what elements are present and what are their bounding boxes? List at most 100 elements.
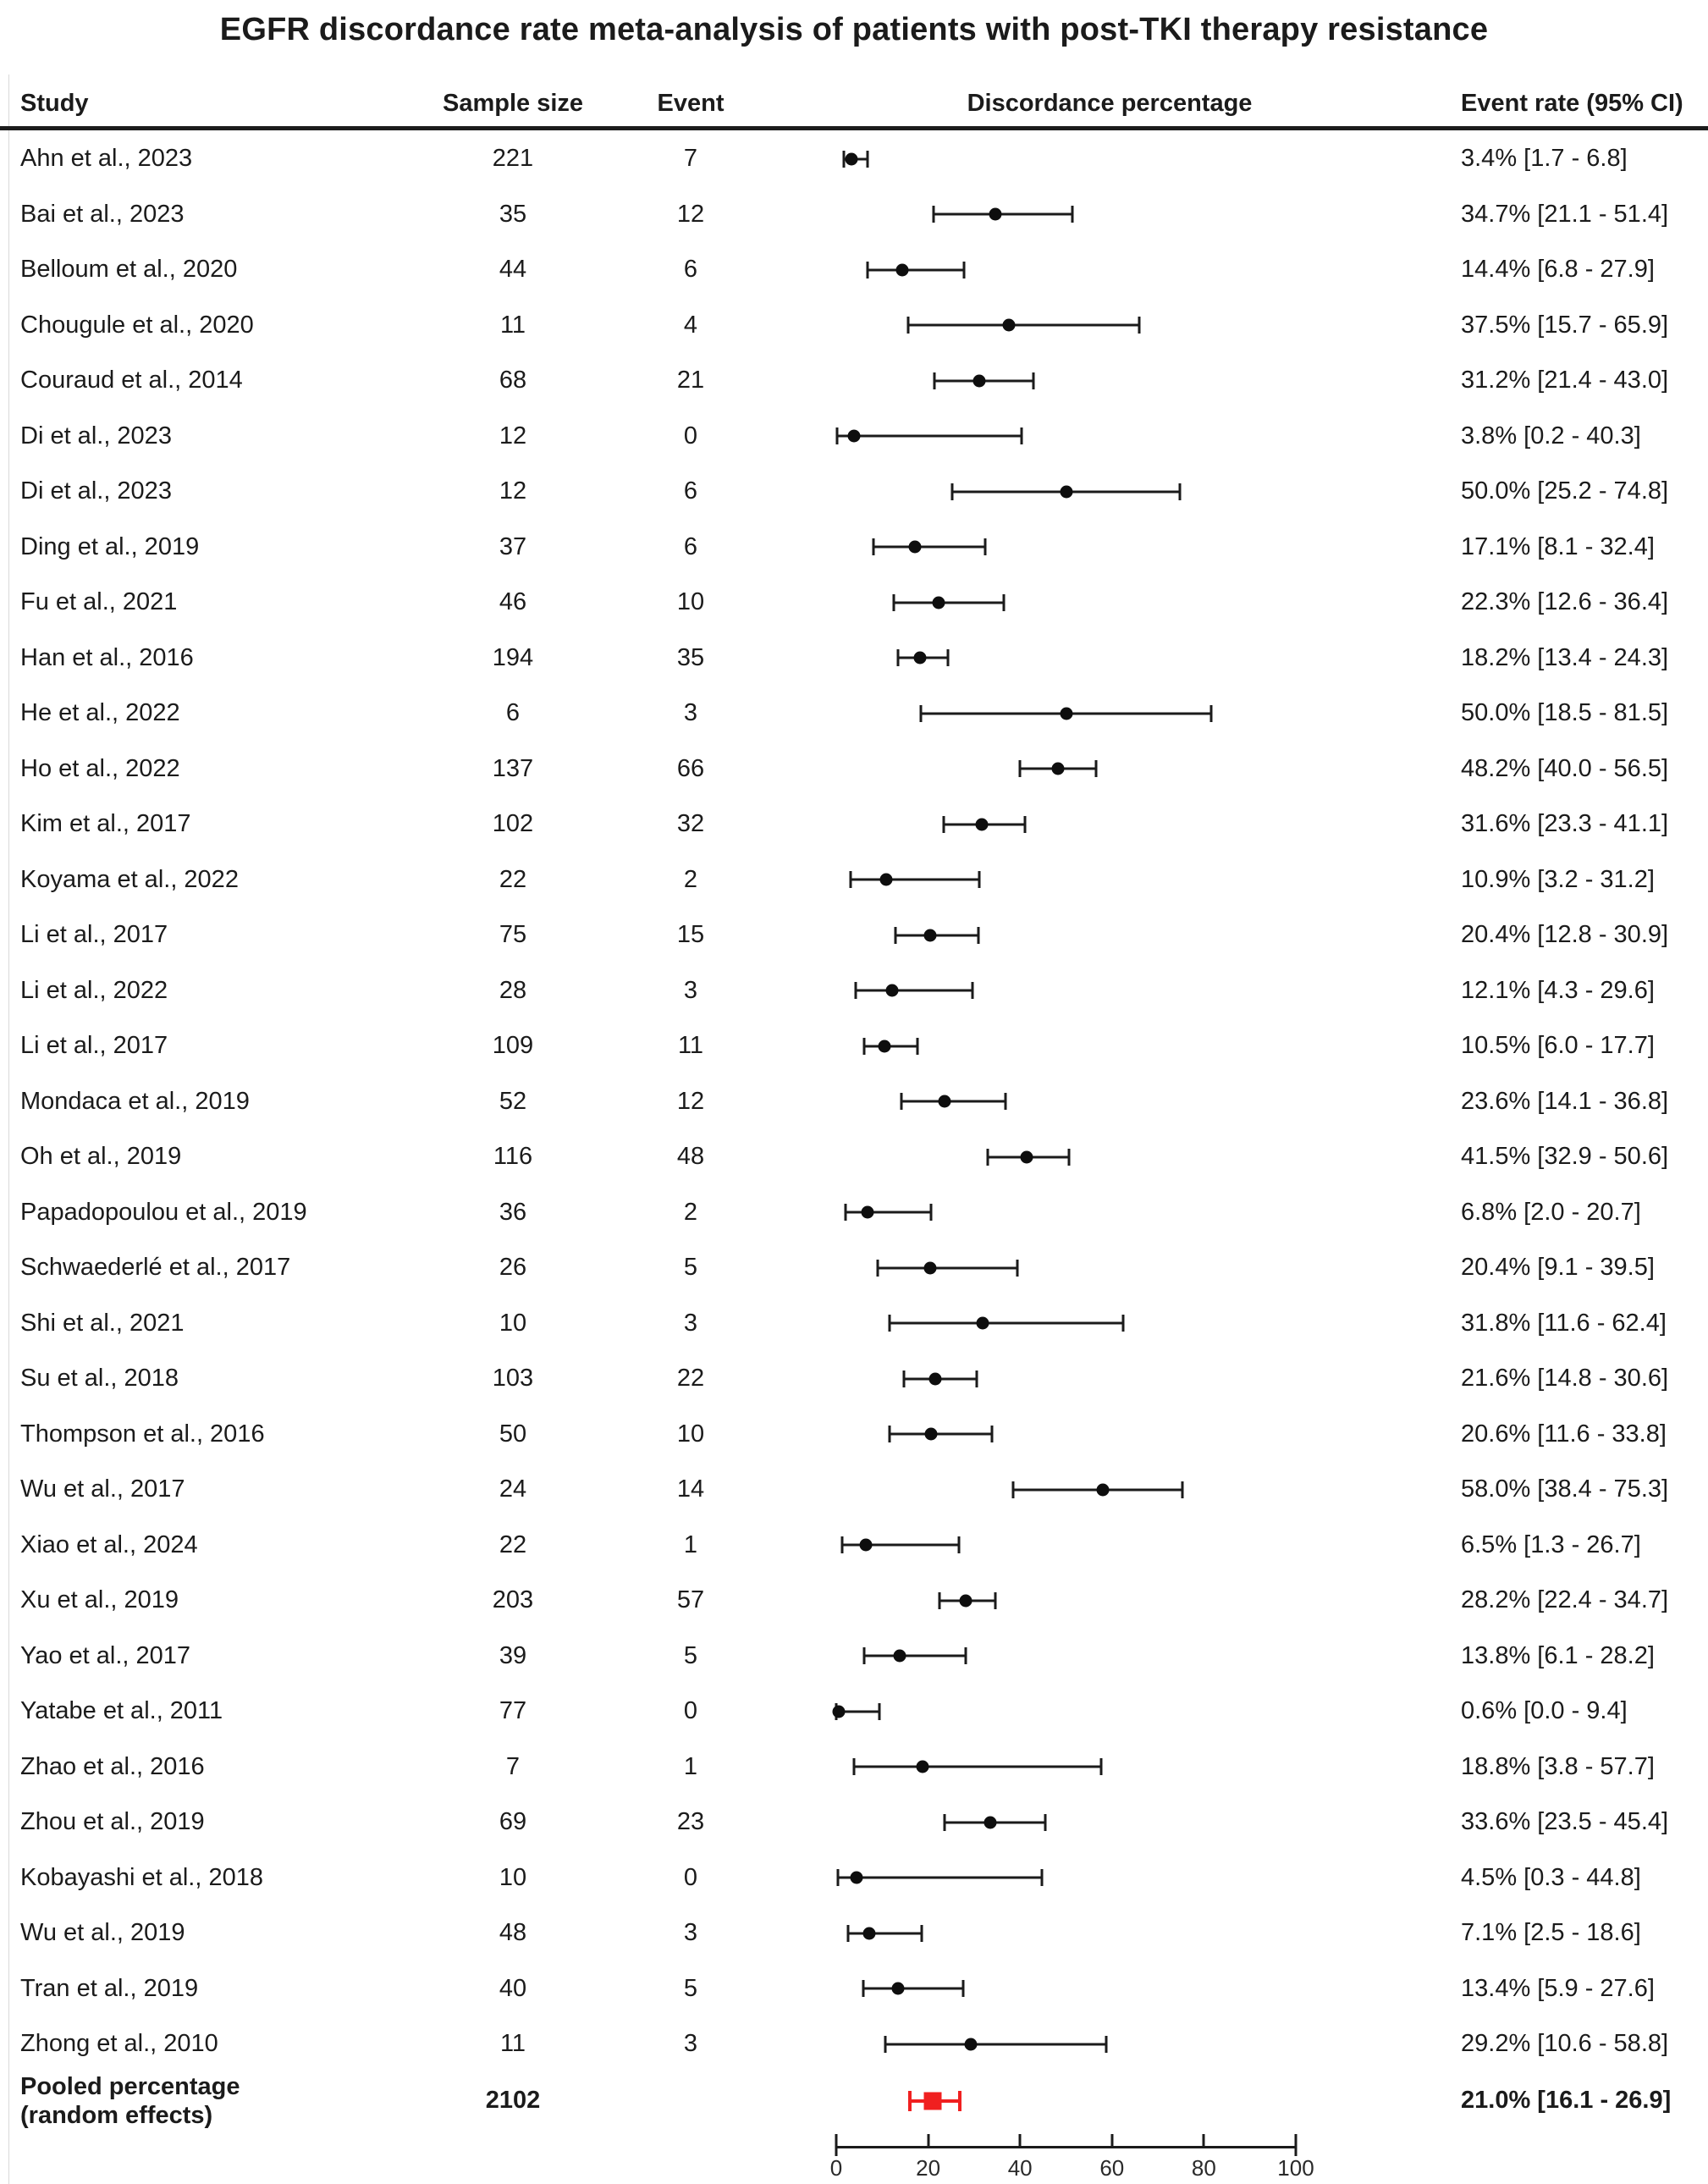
study-label: Thompson et al., 2016 — [20, 1420, 265, 1448]
study-row: Di et al., 2023 12 6 50.0% [25.2 - 74.8] — [9, 464, 1707, 520]
rate-value: 50.0% [25.2 - 74.8] — [1461, 477, 1669, 505]
ci-cap-right — [1032, 372, 1035, 389]
ci-line — [836, 1710, 880, 1713]
ci-cap-right — [1002, 593, 1006, 611]
ci-line — [853, 1765, 1102, 1768]
ci-cap-right — [1067, 1148, 1071, 1166]
sample-size-value: 6 — [505, 699, 521, 727]
pooled-rate-value: 21.0% [16.1 - 26.9] — [1461, 2087, 1672, 2115]
ci-plot — [788, 963, 1431, 1019]
study-row: Zhong et al., 2010 11 3 29.2% [10.6 - 58.8] — [9, 2016, 1707, 2072]
ci-cap-right — [946, 649, 950, 667]
study-row: Oh et al., 2019 116 48 41.5% [32.9 - 50.6] — [9, 1129, 1707, 1185]
rate-value: 20.4% [12.8 - 30.9] — [1461, 921, 1669, 949]
ci-line — [889, 1432, 992, 1436]
x-axis-tick-label: 20 — [916, 2154, 941, 2181]
ci-plot — [788, 907, 1431, 963]
ci-cap-right — [1020, 427, 1023, 445]
ci-cap-right — [1044, 1813, 1047, 1831]
ci-plot — [788, 464, 1431, 520]
sample-size-value: 22 — [499, 865, 527, 893]
x-axis-tick — [1294, 2133, 1298, 2156]
ci-line — [895, 934, 978, 937]
study-label: Di et al., 2023 — [20, 422, 172, 449]
rate-value: 58.0% [38.4 - 75.3] — [1461, 1475, 1669, 1503]
ci-plot — [788, 131, 1431, 187]
sample-size-value: 10 — [499, 1863, 527, 1891]
ci-plot — [788, 1240, 1431, 1296]
ci-plot — [788, 686, 1431, 742]
ci-cap-left — [888, 1426, 891, 1443]
event-value: 5 — [683, 1254, 698, 1282]
ci-plot — [788, 1684, 1431, 1740]
point-estimate-marker — [959, 1594, 972, 1608]
event-value: 6 — [683, 477, 698, 505]
ci-cap-left — [876, 1259, 879, 1277]
ci-plot — [788, 1129, 1431, 1185]
ci-cap-left — [906, 317, 910, 334]
ci-cap-right — [1023, 815, 1027, 833]
sample-size-value: 75 — [499, 921, 527, 949]
ci-cap-right — [866, 150, 869, 168]
event-value: 12 — [676, 200, 705, 228]
sample-size-value: 44 — [499, 256, 527, 284]
ci-plot — [788, 742, 1431, 797]
study-row: Yao et al., 2017 39 5 13.8% [6.1 - 28.2] — [9, 1629, 1707, 1685]
study-label: Yao et al., 2017 — [20, 1641, 191, 1669]
pooled-square-marker — [923, 2092, 942, 2110]
study-label: Koyama et al., 2022 — [20, 865, 239, 893]
rate-value: 37.5% [15.7 - 65.9] — [1461, 311, 1669, 339]
sample-size-value: 28 — [499, 976, 527, 1004]
rate-value: 48.2% [40.0 - 56.5] — [1461, 754, 1669, 782]
study-row: Yatabe et al., 2011 77 0 0.6% [0.0 - 9.4] — [9, 1684, 1707, 1740]
col-header-sample-size: Sample size — [442, 90, 584, 117]
x-axis-tick-label: 60 — [1099, 2154, 1125, 2181]
study-row: Di et al., 2023 12 0 3.8% [0.2 - 40.3] — [9, 409, 1707, 465]
ci-cap-left — [854, 982, 857, 1000]
sample-size-value: 39 — [499, 1641, 527, 1669]
ci-cap-left — [849, 871, 852, 889]
x-axis-tick-label: 40 — [1007, 2154, 1033, 2181]
study-row: Zhao et al., 2016 7 1 18.8% [3.8 - 57.7] — [9, 1740, 1707, 1795]
study-label: Li et al., 2017 — [20, 921, 168, 949]
study-label: Ding et al., 2019 — [20, 532, 200, 560]
ci-cap-right — [1105, 2035, 1108, 2053]
ci-cap-left — [866, 261, 869, 279]
sample-size-value: 68 — [499, 367, 527, 394]
sample-size-value: 103 — [492, 1365, 534, 1393]
study-row: Li et al., 2017 109 11 10.5% [6.0 - 17.7] — [9, 1018, 1707, 1074]
point-estimate-marker — [893, 1649, 906, 1663]
event-value: 32 — [676, 810, 705, 838]
ci-plot — [788, 1795, 1431, 1850]
ci-line — [837, 434, 1022, 438]
study-row: Shi et al., 2021 10 3 31.8% [11.6 - 62.4] — [9, 1296, 1707, 1352]
rate-value: 28.2% [22.4 - 34.7] — [1461, 1586, 1669, 1614]
study-row: Kim et al., 2017 102 32 31.6% [23.3 - 41.1] — [9, 797, 1707, 852]
ci-cap-left — [846, 1924, 850, 1942]
point-estimate-marker — [1060, 707, 1072, 720]
point-estimate-marker — [850, 1871, 863, 1884]
point-estimate-marker — [859, 1538, 873, 1552]
ci-plot — [788, 353, 1431, 409]
sample-size-value: 52 — [499, 1087, 527, 1115]
event-value: 15 — [676, 921, 705, 949]
study-row: Li et al., 2022 28 3 12.1% [4.3 - 29.6] — [9, 963, 1707, 1019]
pooled-sample-size: 2102 — [485, 2087, 541, 2115]
ci-cap-left — [852, 1758, 856, 1776]
ci-plot — [788, 242, 1431, 298]
ci-cap-right — [1004, 1093, 1007, 1111]
ci-line — [889, 1321, 1123, 1325]
rate-value: 7.1% [2.5 - 18.6] — [1461, 1919, 1641, 1947]
event-value: 0 — [683, 422, 698, 449]
event-value: 66 — [676, 754, 705, 782]
ci-cap-right — [983, 538, 987, 556]
ci-line — [851, 878, 980, 881]
sample-size-value: 24 — [499, 1475, 527, 1503]
ci-cap-left — [892, 593, 895, 611]
ci-line — [867, 268, 965, 272]
ci-line — [842, 1543, 959, 1547]
point-estimate-marker — [878, 1040, 891, 1053]
point-estimate-marker — [932, 596, 945, 609]
study-label: Yatabe et al., 2011 — [20, 1697, 223, 1725]
rate-value: 4.5% [0.3 - 44.8] — [1461, 1863, 1641, 1891]
